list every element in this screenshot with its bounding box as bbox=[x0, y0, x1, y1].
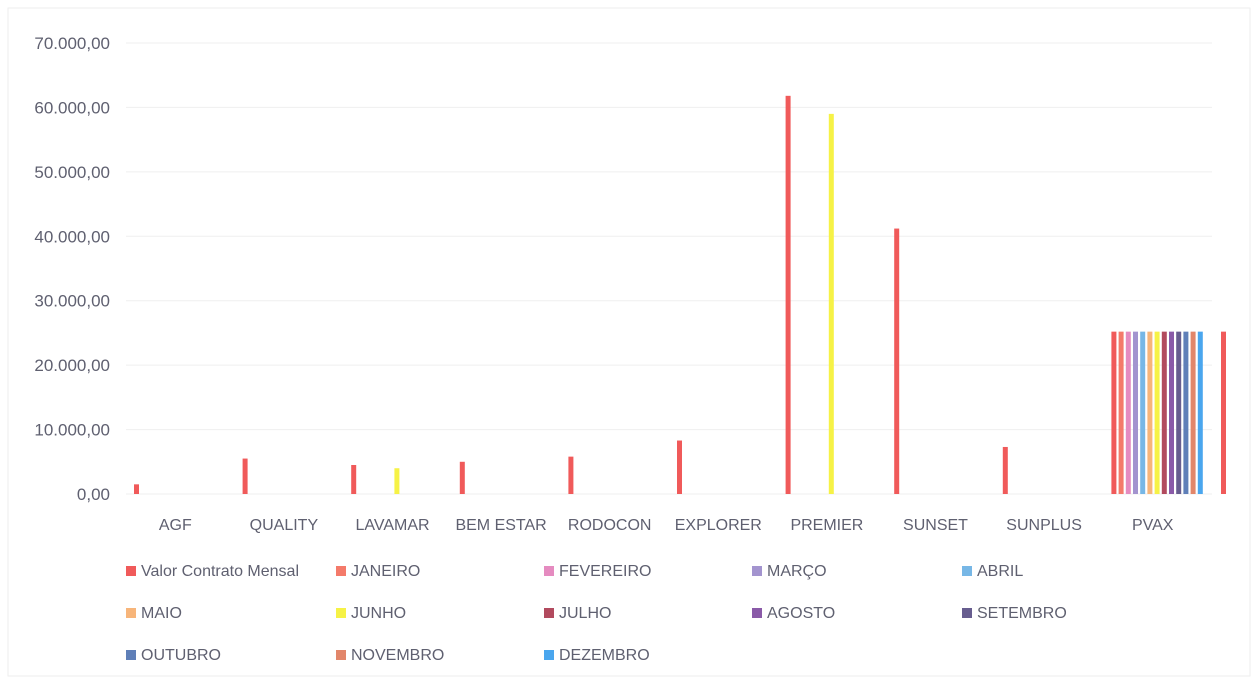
chart-border bbox=[7, 7, 1251, 677]
y-tick-label: 70.000,00 bbox=[34, 34, 110, 53]
bar-rodocon-valor-contrato-mensal bbox=[568, 456, 574, 494]
bar-sunplus-valor-contrato-mensal bbox=[1002, 446, 1008, 494]
bar-pvax-abril bbox=[1140, 331, 1146, 494]
legend: Valor Contrato Mensal JANEIRO FEVEREIRO MAR… bbox=[126, 563, 1067, 664]
bar-pvax-janeiro bbox=[1118, 331, 1124, 494]
x-category-label: AGF bbox=[159, 517, 192, 534]
legend-swatch bbox=[336, 650, 346, 660]
bar-lavamar-junho bbox=[394, 468, 400, 494]
bars bbox=[134, 95, 1226, 495]
legend-label: JULHO bbox=[559, 605, 611, 622]
legend-label: NOVEMBRO bbox=[351, 647, 444, 664]
x-category-label: EXPLORER bbox=[675, 517, 762, 534]
y-tick-label: 50.000,00 bbox=[34, 163, 110, 182]
legend-label: MAIO bbox=[141, 605, 182, 622]
bar-pvax-novembro bbox=[1190, 331, 1196, 494]
legend-swatch bbox=[126, 650, 136, 660]
y-tick-label: 60.000,00 bbox=[34, 98, 110, 117]
bar-pvax-julho bbox=[1161, 331, 1167, 494]
bar-agf-valor-contrato-mensal bbox=[134, 484, 139, 494]
bar-pvax-agosto bbox=[1169, 331, 1174, 494]
bar-pvax-junho bbox=[1154, 331, 1160, 494]
y-axis-ticks: 0,00 10.000,00 20.000,00 30.000,00 40.000,00… bbox=[34, 34, 110, 504]
gridlines bbox=[126, 42, 1212, 495]
x-category-label: PREMIER bbox=[790, 517, 863, 534]
x-category-label: LAVAMAR bbox=[355, 517, 429, 534]
legend-swatch bbox=[126, 608, 136, 618]
legend-swatch bbox=[336, 608, 346, 618]
legend-swatch bbox=[752, 608, 762, 618]
x-category-label: PVAX bbox=[1132, 517, 1174, 534]
legend-label: AGOSTO bbox=[767, 605, 835, 622]
x-category-label: BEM ESTAR bbox=[455, 517, 546, 534]
y-tick-label: 0,00 bbox=[77, 485, 110, 504]
legend-label: OUTUBRO bbox=[141, 647, 221, 664]
y-tick-label: 40.000,00 bbox=[34, 227, 110, 246]
bar-pvax-setembro bbox=[1176, 331, 1182, 494]
y-tick-label: 20.000,00 bbox=[34, 356, 110, 375]
bar-pvax-dezembro bbox=[1197, 331, 1203, 494]
legend-label: ABRIL bbox=[977, 563, 1023, 580]
x-category-label: SUNPLUS bbox=[1006, 517, 1082, 534]
legend-label: DEZEMBRO bbox=[559, 647, 650, 664]
legend-swatch bbox=[336, 566, 346, 576]
bar-pvax-maio bbox=[1147, 331, 1153, 494]
bar-lavamar-valor-contrato-mensal bbox=[351, 465, 357, 494]
bar-pvax-fevereiro bbox=[1125, 331, 1131, 494]
x-category-label: RODOCON bbox=[568, 517, 652, 534]
legend-label: MARÇO bbox=[767, 563, 827, 580]
y-tick-label: 10.000,00 bbox=[34, 421, 110, 440]
legend-swatch bbox=[544, 566, 554, 576]
bar-sunset-valor-contrato-mensal bbox=[894, 228, 900, 494]
legend-swatch bbox=[544, 608, 554, 618]
bar-explorer-valor-contrato-mensal bbox=[677, 440, 682, 494]
legend-label: FEVEREIRO bbox=[559, 563, 651, 580]
bar-quality-valor-contrato-mensal bbox=[242, 458, 248, 494]
legend-swatch bbox=[962, 566, 972, 576]
bar-premier-junho bbox=[828, 113, 834, 494]
y-tick-label: 30.000,00 bbox=[34, 292, 110, 311]
bar-premier-valor-contrato-mensal bbox=[785, 95, 791, 495]
legend-label: Valor Contrato Mensal bbox=[141, 563, 299, 580]
bar-pvax-marco bbox=[1133, 331, 1138, 494]
legend-swatch bbox=[544, 650, 554, 660]
legend-label: JANEIRO bbox=[351, 563, 420, 580]
legend-swatch bbox=[126, 566, 136, 576]
bar-pvax-outubro bbox=[1183, 331, 1189, 494]
legend-swatch bbox=[752, 566, 762, 576]
bar-pvax-valor-contrato-mensal bbox=[1111, 331, 1117, 494]
x-category-label: QUALITY bbox=[250, 517, 319, 534]
x-category-label: SUNSET bbox=[903, 517, 968, 534]
bar-bem-estar-valor-contrato-mensal bbox=[459, 461, 465, 494]
legend-swatch bbox=[962, 608, 972, 618]
legend-label: SETEMBRO bbox=[977, 605, 1067, 622]
bar-pvax-valor-contrato-mensal-trailing bbox=[1221, 331, 1226, 494]
x-axis-categories: AGF QUALITY LAVAMAR BEM ESTAR RODOCON EXPLORE… bbox=[159, 517, 1174, 534]
legend-label: JUNHO bbox=[351, 605, 406, 622]
